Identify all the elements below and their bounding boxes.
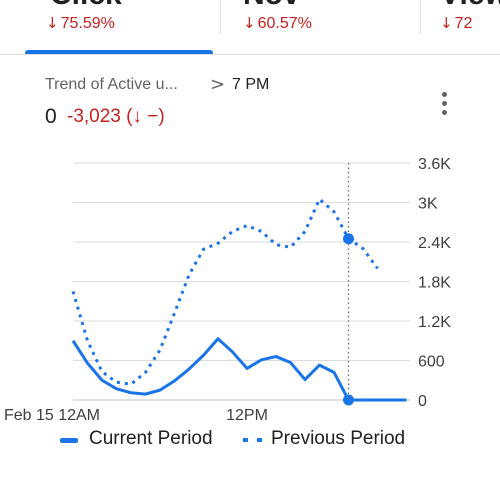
metric-tab-1-title[interactable]: Click (50, 0, 122, 12)
arrow-down-icon: ↓ (440, 14, 453, 32)
metric-tab-strip: Click ↓75.59% Nov ↓60.57% View ↓72 (0, 0, 500, 56)
x-tick-label: Feb 15 12AM (4, 407, 100, 422)
legend-previous-period: Previous Period (271, 428, 406, 449)
selected-tab-indicator (25, 50, 213, 54)
metric-tab-2-change[interactable]: ↓ 60.57% (243, 14, 312, 33)
metric-tab-3-change-value: 72 (454, 15, 473, 32)
tab-divider (420, 0, 421, 34)
card-title[interactable]: Trend of Active u... (45, 76, 178, 93)
trend-chart[interactable]: 0 600 1.2K 1.8K 2.4K 3K 3.6K Feb 15 12AM 12PM (0, 140, 500, 422)
arrow-down-icon: ↓ (243, 14, 256, 32)
y-tick-label: 3K (418, 196, 438, 213)
chevron-right-icon: > (210, 74, 226, 95)
metric-value: 0 (45, 105, 57, 128)
solid-line-legend-icon (60, 438, 78, 443)
tab-divider (220, 0, 221, 34)
metric-tab-3-title[interactable]: View (440, 0, 500, 12)
x-tick-label: 12PM (226, 407, 268, 422)
metric-tab-1-change-value: 75.59% (60, 15, 115, 32)
y-tick-label: 0 (418, 393, 427, 410)
y-tick-label: 1.8K (418, 275, 451, 292)
y-tick-label: 600 (418, 354, 445, 371)
y-tick-label: 2.4K (418, 235, 451, 252)
tab-bottom-border (0, 54, 500, 55)
metric-delta: -3,023 (↓ −) (67, 106, 165, 127)
metric-tab-2-change-value: 60.57% (257, 15, 312, 32)
more-vertical-icon[interactable] (432, 88, 456, 120)
legend-current-period: Current Period (89, 428, 213, 449)
y-tick-label: 1.2K (418, 314, 451, 331)
metric-tab-1-change[interactable]: ↓ 75.59% (46, 14, 115, 33)
chart-legend: Current Period Previous Period (0, 428, 500, 454)
arrow-down-icon: ↓ (46, 14, 59, 32)
dotted-line-legend-icon (243, 438, 262, 442)
previous-period-highlight-point[interactable] (343, 233, 354, 245)
previous-period-line (71, 196, 379, 386)
metric-tab-2-title[interactable]: Nov (243, 0, 300, 12)
selected-time: 7 PM (232, 76, 270, 93)
y-tick-label: 3.6K (418, 156, 451, 173)
current-period-highlight-point[interactable] (343, 394, 354, 406)
current-period-line (71, 337, 350, 401)
metric-tab-3-change[interactable]: ↓ 72 (440, 14, 472, 33)
